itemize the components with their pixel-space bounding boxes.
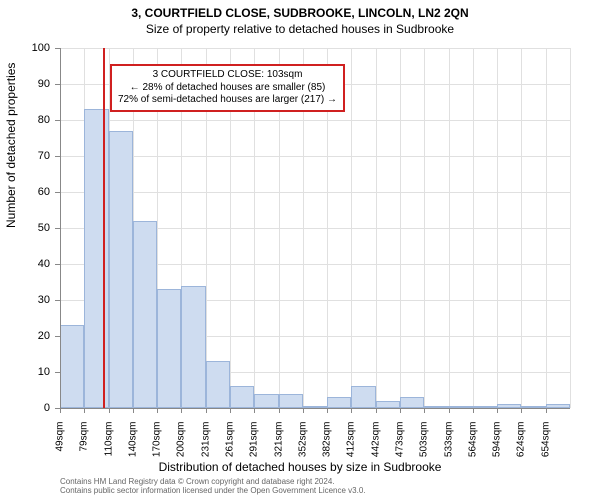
plot-area: 010203040506070809010049sqm79sqm110sqm14… xyxy=(60,48,570,408)
ytick-label: 80 xyxy=(20,114,50,126)
ytick-label: 50 xyxy=(20,222,50,234)
annotation-box: 3 COURTFIELD CLOSE: 103sqm← 28% of detac… xyxy=(110,64,345,112)
vgridline xyxy=(546,48,547,408)
histogram-bar xyxy=(109,131,133,408)
vgridline xyxy=(351,48,352,408)
histogram-bar xyxy=(279,394,303,408)
y-axis-line xyxy=(60,48,61,408)
gridline xyxy=(60,192,570,193)
annotation-line3: 72% of semi-detached houses are larger (… xyxy=(118,94,337,107)
vgridline xyxy=(497,48,498,408)
ytick-label: 100 xyxy=(20,42,50,54)
annotation-line2: ← 28% of detached houses are smaller (85… xyxy=(118,82,337,95)
vgridline xyxy=(473,48,474,408)
histogram-bar xyxy=(60,325,84,408)
gridline xyxy=(60,48,570,49)
marker-line xyxy=(103,48,105,408)
vgridline xyxy=(376,48,377,408)
histogram-bar xyxy=(133,221,157,408)
gridline xyxy=(60,156,570,157)
histogram-bar xyxy=(157,289,181,408)
histogram-bar xyxy=(230,386,254,408)
annotation-line1: 3 COURTFIELD CLOSE: 103sqm xyxy=(118,69,337,82)
vgridline xyxy=(449,48,450,408)
ytick-label: 30 xyxy=(20,294,50,306)
vgridline xyxy=(424,48,425,408)
chart-title: 3, COURTFIELD CLOSE, SUDBROOKE, LINCOLN,… xyxy=(0,0,600,20)
ytick-label: 90 xyxy=(20,78,50,90)
ytick-label: 10 xyxy=(20,366,50,378)
x-axis-line xyxy=(60,408,570,409)
histogram-bar xyxy=(254,394,278,408)
gridline xyxy=(60,120,570,121)
histogram-bar xyxy=(376,401,400,408)
vgridline xyxy=(521,48,522,408)
ytick-label: 20 xyxy=(20,330,50,342)
chart-subtitle: Size of property relative to detached ho… xyxy=(0,20,600,36)
footer-line2: Contains public sector information licen… xyxy=(60,487,366,496)
ytick-label: 60 xyxy=(20,186,50,198)
chart-container: 3, COURTFIELD CLOSE, SUDBROOKE, LINCOLN,… xyxy=(0,0,600,500)
vgridline xyxy=(570,48,571,408)
ytick-label: 0 xyxy=(20,402,50,414)
histogram-bar xyxy=(327,397,351,408)
x-axis-label: Distribution of detached houses by size … xyxy=(0,460,600,474)
y-axis-label: Number of detached properties xyxy=(4,63,18,228)
histogram-bar xyxy=(181,286,205,408)
histogram-bar xyxy=(400,397,424,408)
ytick-label: 70 xyxy=(20,150,50,162)
footer-attribution: Contains HM Land Registry data © Crown c… xyxy=(60,478,366,496)
histogram-bar xyxy=(351,386,375,408)
ytick-label: 40 xyxy=(20,258,50,270)
vgridline xyxy=(400,48,401,408)
histogram-bar xyxy=(206,361,230,408)
